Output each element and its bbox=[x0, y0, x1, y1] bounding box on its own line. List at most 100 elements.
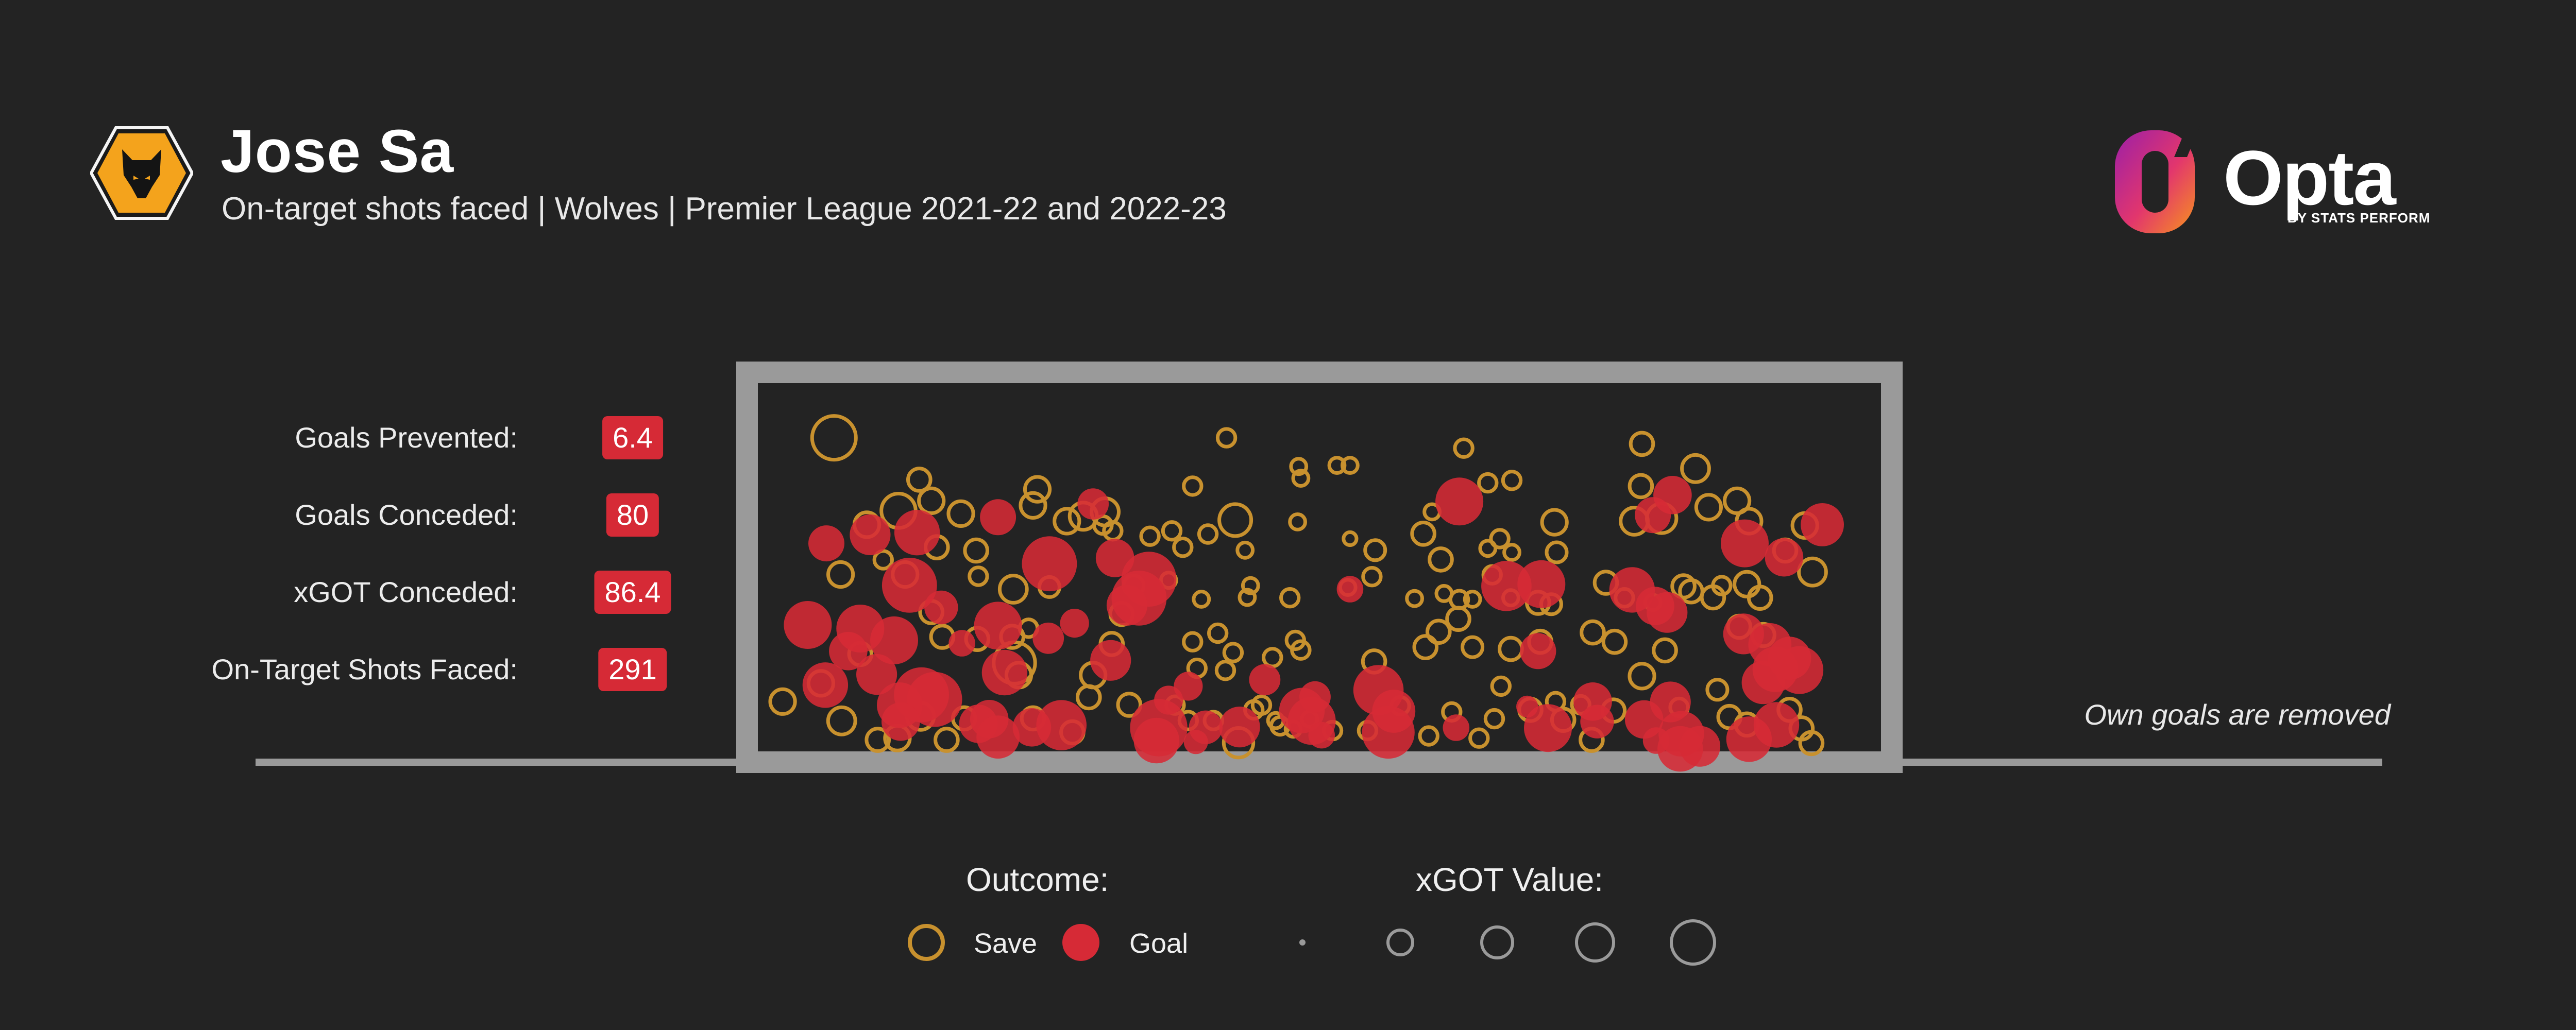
save-shot-marker bbox=[1490, 675, 1512, 697]
goal-shot-marker bbox=[829, 632, 868, 671]
save-shot-marker bbox=[1182, 631, 1204, 653]
save-shot-marker bbox=[865, 727, 891, 753]
save-shot-marker bbox=[1580, 619, 1606, 646]
goal-shot-marker bbox=[1801, 503, 1844, 546]
stat-label-goals-conceded: Goals Conceded: bbox=[295, 499, 518, 531]
save-shot-marker bbox=[1502, 543, 1521, 562]
save-shot-marker bbox=[1235, 540, 1255, 560]
save-shot-marker bbox=[1023, 475, 1052, 504]
goal-shot-marker bbox=[974, 602, 1022, 650]
player-name: Jose Sa bbox=[221, 117, 454, 185]
legend-size-marker-3 bbox=[1480, 925, 1514, 959]
save-shot-marker bbox=[1628, 662, 1656, 691]
save-shot-marker bbox=[1705, 678, 1730, 702]
goal-shot-marker bbox=[1022, 536, 1077, 592]
shots-layer bbox=[768, 414, 1844, 772]
stat-label-shots-faced: On-Target Shots Faced: bbox=[211, 653, 518, 685]
goal-shot-marker bbox=[1624, 700, 1664, 739]
goal-shot-marker bbox=[1299, 681, 1331, 713]
goal-shot-marker bbox=[784, 601, 832, 649]
save-shot-marker bbox=[934, 727, 960, 753]
legend-save-label: Save bbox=[974, 928, 1038, 959]
save-shot-marker bbox=[1678, 578, 1704, 605]
stat-badge-shots-faced: 291 bbox=[598, 648, 667, 691]
goal-shot-marker bbox=[1249, 664, 1281, 696]
save-shot-marker bbox=[1545, 540, 1569, 564]
save-shot-marker bbox=[1327, 456, 1347, 475]
save-shot-marker bbox=[768, 687, 797, 716]
goal-shot-marker bbox=[1219, 707, 1260, 748]
goal-shot-marker bbox=[924, 590, 958, 625]
save-shot-marker bbox=[1214, 660, 1236, 681]
legend-size-marker-5 bbox=[1670, 919, 1716, 966]
save-shot-marker bbox=[1426, 619, 1452, 645]
save-shot-marker bbox=[1139, 525, 1161, 547]
opta-byline: BY STATS PERFORM bbox=[2287, 210, 2431, 226]
save-shot-marker bbox=[1601, 628, 1628, 655]
save-shot-marker bbox=[1197, 523, 1219, 545]
goal-shot-marker bbox=[1524, 704, 1572, 752]
goal-frame bbox=[736, 362, 1903, 773]
legend-save-marker bbox=[908, 924, 945, 961]
save-shot-marker bbox=[1192, 590, 1211, 609]
goal-shot-marker bbox=[808, 525, 844, 562]
save-shot-marker bbox=[1428, 546, 1454, 573]
goal-shot-marker bbox=[1765, 538, 1804, 577]
save-shot-marker bbox=[1116, 692, 1143, 718]
save-shot-marker bbox=[810, 414, 858, 462]
opta-wordmark: Opta bbox=[2223, 134, 2396, 221]
stat-label-xgot-conceded: xGOT Conceded: bbox=[294, 576, 518, 608]
legend-size-marker-4 bbox=[1575, 922, 1615, 963]
legend-goal-marker bbox=[1062, 924, 1099, 961]
save-shot-marker bbox=[1161, 520, 1183, 542]
save-shot-marker bbox=[1445, 606, 1471, 632]
goal-shot-marker bbox=[1090, 640, 1131, 681]
goal-shot-marker bbox=[1036, 700, 1087, 750]
save-shot-marker bbox=[1341, 456, 1360, 475]
save-shot-marker bbox=[1628, 473, 1654, 500]
goal-shot-marker bbox=[1647, 592, 1688, 633]
wolves-crest-logo bbox=[89, 126, 194, 220]
stat-badge-goals-prevented: 6.4 bbox=[602, 416, 663, 459]
save-shot-marker bbox=[1250, 694, 1273, 716]
goal-shot-marker bbox=[980, 499, 1016, 536]
goal-shot-marker bbox=[976, 715, 1020, 759]
save-shot-marker bbox=[1207, 622, 1229, 644]
save-shot-marker bbox=[1222, 642, 1244, 663]
goal-shot-marker bbox=[1653, 476, 1692, 514]
save-shot-marker bbox=[1468, 727, 1490, 749]
own-goals-note: Own goals are removed bbox=[2084, 698, 2391, 731]
stat-label-goals-prevented: Goals Prevented: bbox=[295, 421, 518, 454]
goal-shot-marker bbox=[1060, 609, 1089, 638]
goal-shot-marker bbox=[1077, 488, 1109, 520]
save-shot-marker bbox=[1477, 472, 1499, 494]
legend-outcome-title: Outcome: bbox=[966, 861, 1109, 898]
legend-goal-label: Goal bbox=[1129, 928, 1189, 959]
save-shot-marker bbox=[946, 499, 975, 528]
save-shot-marker bbox=[1412, 634, 1439, 660]
goal-shot-marker bbox=[1679, 726, 1721, 767]
save-shot-marker bbox=[1461, 635, 1485, 659]
goal-shot-marker bbox=[1516, 695, 1538, 718]
save-shot-marker bbox=[1483, 708, 1505, 730]
goal-shot-marker bbox=[1336, 576, 1364, 603]
save-shot-marker bbox=[1410, 521, 1436, 547]
goal-shot-marker bbox=[1768, 637, 1811, 680]
goal-shot-marker bbox=[1106, 585, 1148, 626]
goal-shot-marker bbox=[1726, 716, 1772, 762]
legend-size-marker-2 bbox=[1386, 929, 1414, 956]
save-shot-marker bbox=[1733, 570, 1761, 598]
save-shot-marker bbox=[1172, 537, 1194, 558]
stat-badge-xgot-conceded: 86.4 bbox=[594, 571, 671, 614]
goal-shot-marker bbox=[870, 616, 918, 664]
goal-shot-marker bbox=[1443, 714, 1470, 741]
chart-subtitle: On-target shots faced | Wolves | Premier… bbox=[222, 191, 1227, 227]
goal-shot-marker bbox=[882, 558, 937, 613]
save-shot-marker bbox=[1215, 427, 1238, 449]
save-shot-marker bbox=[1019, 491, 1047, 520]
legend-xgot-title: xGOT Value: bbox=[1416, 861, 1603, 898]
goal-shot-marker bbox=[1133, 717, 1179, 764]
save-shot-marker bbox=[963, 537, 989, 564]
goal-shot-marker bbox=[1721, 519, 1769, 568]
